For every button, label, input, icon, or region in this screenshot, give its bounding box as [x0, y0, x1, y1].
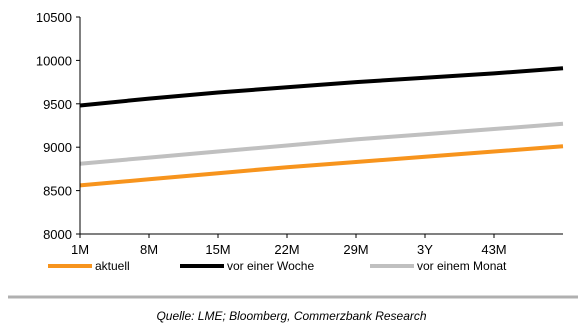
legend: aktuell vor einer Woche vor einem Monat: [48, 259, 507, 273]
y-tick-label: 8500: [43, 184, 72, 199]
series-line-1: [79, 144, 564, 188]
x-tick-label: 22M: [274, 242, 299, 257]
series-lines: [79, 66, 564, 188]
x-tick-label: 1M: [71, 242, 89, 257]
x-tick-label: 43M: [481, 242, 506, 257]
legend-label-1: aktuell: [95, 259, 130, 273]
x-tick-label: 8M: [140, 242, 158, 257]
y-axis-ticks: 8000 8500 9000 9500 10000 10500: [36, 10, 80, 242]
series-line-2: [79, 66, 564, 108]
x-axis-ticks: 1M 8M 15M 22M 29M 3Y 43M: [71, 234, 507, 257]
series-line-3: [79, 121, 564, 166]
source-note: Quelle: LME; Bloomberg, Commerzbank Rese…: [156, 309, 427, 323]
y-tick-label: 10500: [36, 10, 72, 25]
y-tick-label: 10000: [36, 53, 72, 68]
x-tick-label: 3Y: [417, 242, 433, 257]
y-tick-label: 8000: [43, 227, 72, 242]
y-tick-label: 9500: [43, 97, 72, 112]
legend-label-3: vor einem Monat: [417, 259, 507, 273]
x-tick-label: 29M: [343, 242, 368, 257]
x-tick-label: 15M: [205, 242, 230, 257]
y-tick-label: 9000: [43, 140, 72, 155]
legend-label-2: vor einer Woche: [227, 259, 314, 273]
